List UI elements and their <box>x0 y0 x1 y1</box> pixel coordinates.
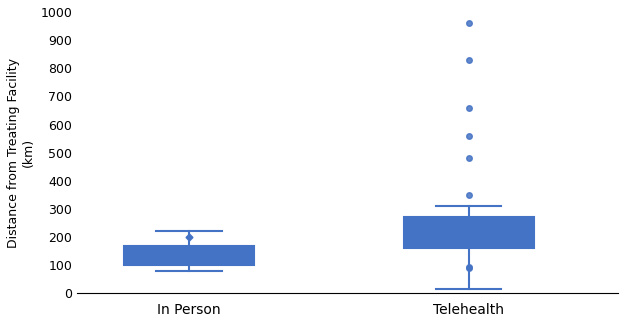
PathPatch shape <box>124 246 254 265</box>
PathPatch shape <box>404 217 534 248</box>
Y-axis label: Distance from Treating Facility
(km): Distance from Treating Facility (km) <box>7 58 35 248</box>
